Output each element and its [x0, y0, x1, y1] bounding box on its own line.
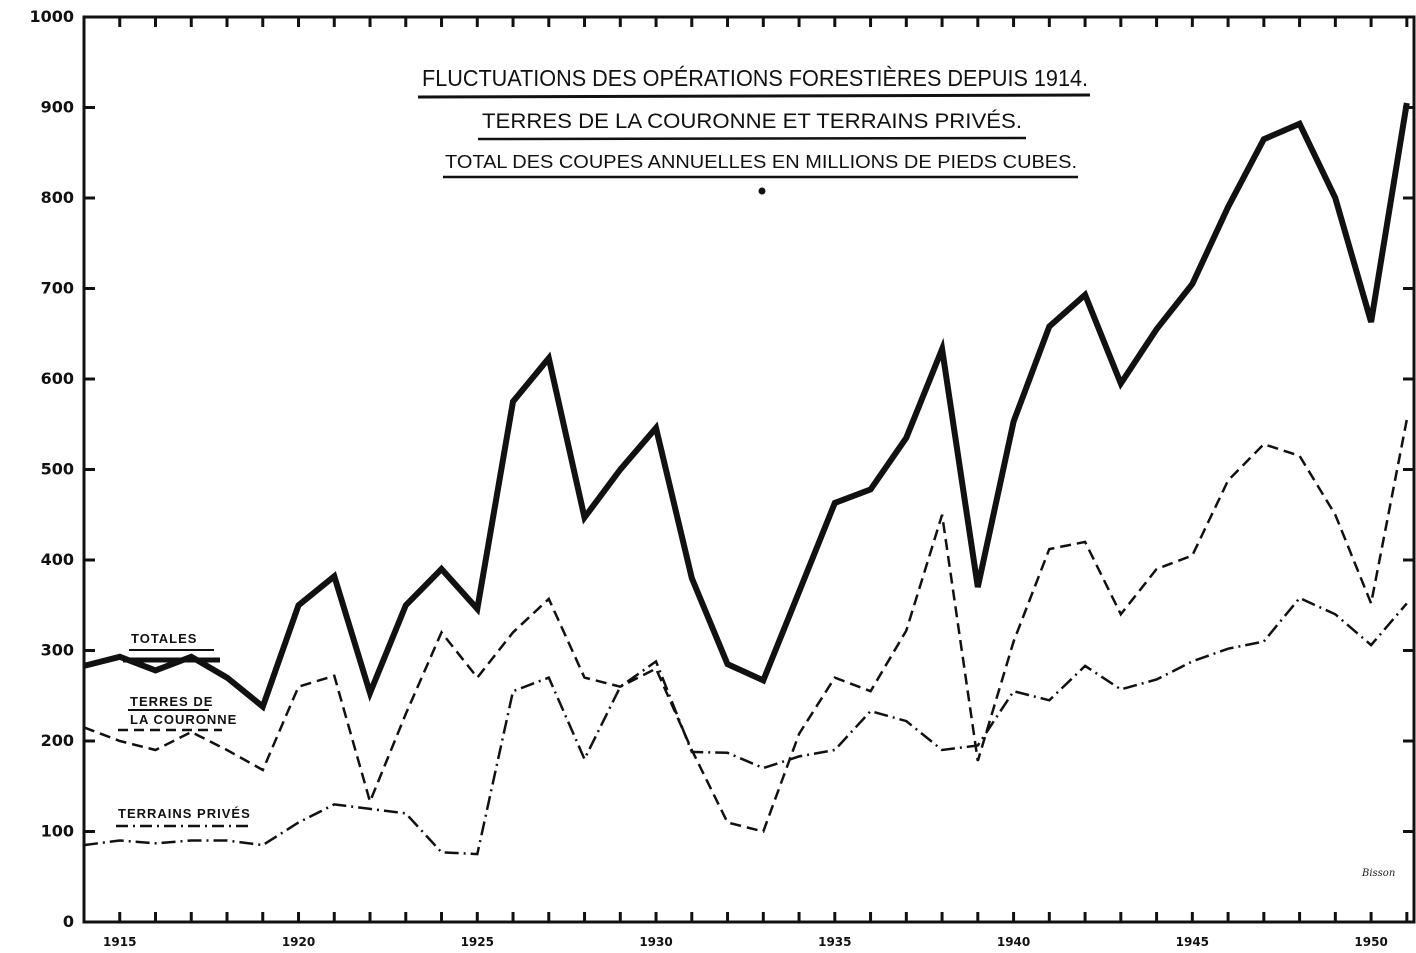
title-underline-1 [417, 93, 1091, 99]
legend-label-totales: TOTALES [131, 631, 197, 646]
x-axis: 1915 1920 1925 1930 1935 1940 1945 1950 [82, 17, 1409, 949]
y-tick-label: 800 [41, 188, 74, 207]
series-line-2 [83, 596, 1408, 856]
y-tick-label: 700 [41, 279, 74, 298]
title-line-1: FLUCTUATIONS DES OPÉRATIONS FORESTIÈRES … [422, 65, 1088, 91]
y-tick-label: 400 [41, 550, 74, 569]
title-line-2: TERRES DE LA COURONNE ET TERRAINS PRIVÉS… [482, 110, 1022, 133]
x-tick-label: 1940 [997, 935, 1030, 949]
x-tick-label: 1930 [639, 935, 672, 949]
y-tick-label: 100 [41, 822, 74, 841]
y-axis: 0 100 200 300 400 500 600 700 800 900 1000 [29, 7, 1414, 931]
legend: TOTALES TERRES DE LA COURONNE TERRAINS P… [116, 631, 251, 828]
legend-label-couronne-1: TERRES DE [130, 694, 213, 709]
x-tick-label: 1945 [1176, 935, 1209, 949]
y-tick-label: 600 [41, 369, 74, 388]
y-tick-label: 500 [41, 460, 74, 479]
title-line-3: TOTAL DES COUPES ANNUELLES EN MILLIONS D… [445, 152, 1077, 172]
y-tick-label: 1000 [29, 7, 74, 26]
y-tick-label: 200 [41, 731, 74, 750]
x-tick-label: 1915 [103, 935, 136, 949]
x-tick-label: 1920 [282, 935, 315, 949]
signature: Bisson [1361, 868, 1395, 879]
x-tick-label: 1935 [818, 935, 851, 949]
legend-label-prives: TERRAINS PRIVÉS [118, 806, 251, 821]
series-line-0 [83, 102, 1410, 712]
series-lines [83, 102, 1410, 856]
y-tick-label: 0 [63, 912, 74, 931]
x-tick-label: 1925 [461, 935, 494, 949]
series-line-1 [83, 419, 1409, 833]
x-tick-label: 1950 [1354, 935, 1387, 949]
chart-title: FLUCTUATIONS DES OPÉRATIONS FORESTIÈRES … [417, 65, 1091, 195]
title-underline-2 [477, 136, 1027, 141]
legend-label-couronne-2: LA COURONNE [130, 712, 237, 727]
title-dot [758, 187, 766, 195]
y-tick-label: 900 [41, 98, 74, 117]
y-tick-label: 300 [41, 641, 74, 660]
